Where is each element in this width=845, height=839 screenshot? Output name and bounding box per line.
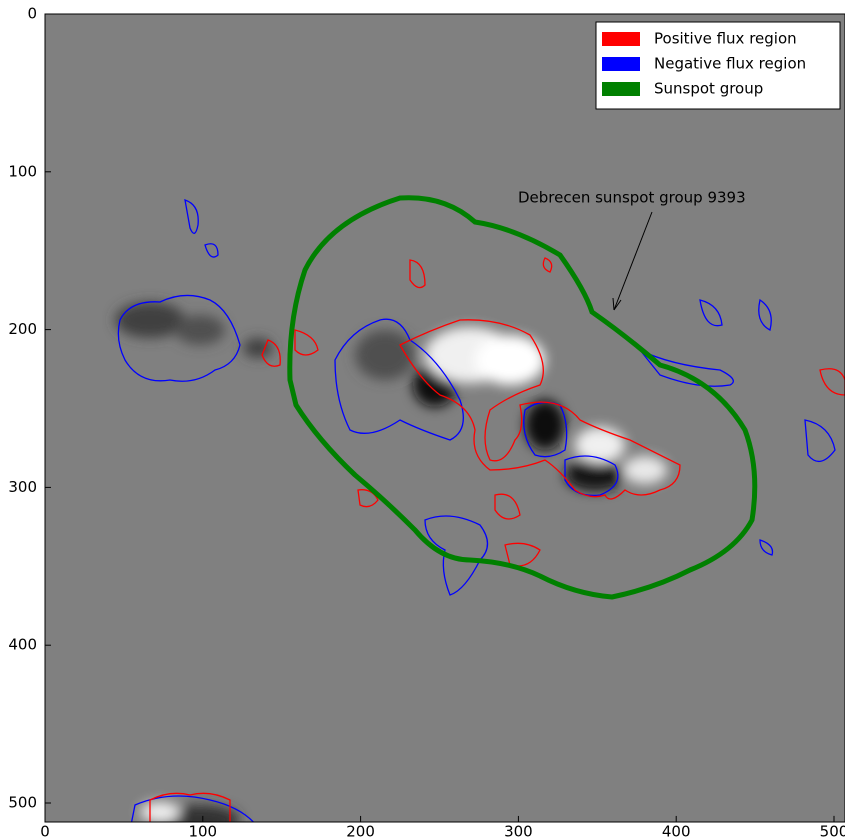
y-tick-label: 0 [27,5,37,23]
image-background [45,14,845,822]
y-tick-label: 500 [8,794,37,812]
x-tick-label: 400 [662,822,691,839]
x-tick-label: 500 [820,822,845,839]
y-tick-label: 400 [8,636,37,654]
x-tick-label: 300 [504,822,533,839]
legend-label: Sunspot group [654,80,763,98]
legend-swatch [602,32,640,46]
magnetogram [45,14,845,835]
legend-label: Positive flux region [654,30,797,48]
y-tick-label: 200 [8,320,37,338]
annotation-text: Debrecen sunspot group 9393 [518,189,746,207]
legend-swatch [602,57,640,71]
x-tick-label: 100 [188,822,217,839]
legend: Positive flux region Negative flux region… [596,22,840,109]
legend-swatch [602,82,640,96]
legend-label: Negative flux region [654,55,806,73]
chart: Debrecen sunspot group 9393 0 100 200 300 40… [0,0,845,839]
x-tick-label: 200 [346,822,375,839]
x-tick-label: 0 [40,822,50,839]
y-tick-label: 100 [8,162,37,180]
y-tick-label: 300 [8,478,37,496]
